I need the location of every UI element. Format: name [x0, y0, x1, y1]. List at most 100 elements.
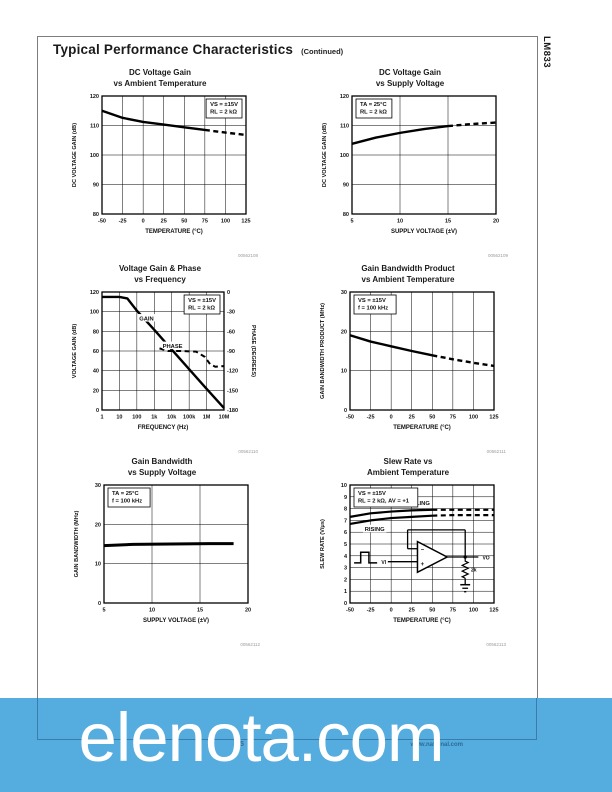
svg-text:120: 120	[90, 94, 99, 100]
svg-text:TA = 25°C: TA = 25°C	[112, 491, 139, 497]
svg-text:0: 0	[390, 608, 393, 614]
svg-text:40: 40	[93, 369, 99, 375]
svg-text:-50: -50	[346, 608, 354, 614]
svg-text:30: 30	[95, 483, 101, 489]
svg-text:90: 90	[93, 183, 99, 189]
chart-title-line2: vs Ambient Temperature	[113, 78, 207, 88]
svg-text:RL = 2 kΩ: RL = 2 kΩ	[360, 110, 387, 116]
svg-text:-90: -90	[227, 349, 235, 355]
footer-rule	[37, 739, 537, 740]
svg-text:125: 125	[489, 608, 498, 614]
chart-title: Voltage Gain & Phase vs Frequency	[60, 264, 260, 286]
svg-text:-180: -180	[227, 408, 238, 414]
svg-text:f = 100 kHz: f = 100 kHz	[112, 499, 142, 505]
svg-text:SLEW RATE (V/μs): SLEW RATE (V/μs)	[320, 519, 326, 569]
svg-text:9: 9	[344, 495, 347, 501]
svg-text:0: 0	[227, 290, 230, 296]
chart-title-line1: Gain Bandwidth Product	[361, 264, 455, 273]
svg-text:RL = 2 kΩ: RL = 2 kΩ	[210, 110, 237, 116]
chart-title-line2: vs Supply Voltage	[127, 467, 197, 477]
svg-text:RL = 2 kΩ: RL = 2 kΩ	[188, 306, 215, 312]
page-border-frame	[37, 36, 538, 700]
svg-text:VS = ±15V: VS = ±15V	[358, 298, 386, 304]
chart-title-line2: vs Supply Voltage	[375, 78, 445, 88]
svg-text:+: +	[421, 562, 425, 568]
svg-text:120: 120	[90, 290, 99, 296]
svg-text:1k: 1k	[151, 415, 158, 421]
footer-site-link: www.national.com	[410, 742, 463, 748]
svg-text:SUPPLY VOLTAGE (±V): SUPPLY VOLTAGE (±V)	[143, 618, 209, 624]
chart-dc-voltage-gain-vs-ambient-temperature: DC Voltage Gain vs Ambient Temperature -…	[60, 68, 260, 258]
svg-text:4: 4	[344, 554, 348, 560]
svg-text:1M: 1M	[203, 415, 211, 421]
svg-text:2: 2	[344, 577, 347, 583]
svg-text:-50: -50	[98, 219, 106, 225]
watermark-link[interactable]: elenota.com	[78, 699, 445, 776]
svg-text:100: 100	[132, 415, 141, 421]
svg-text:10: 10	[341, 483, 347, 489]
svg-text:75: 75	[202, 219, 208, 225]
svg-text:0: 0	[96, 408, 99, 414]
svg-text:110: 110	[340, 124, 349, 130]
svg-text:-50: -50	[346, 415, 354, 421]
chart-title: Gain Bandwidth Product vs Ambient Temper…	[308, 264, 508, 286]
svg-text:TEMPERATURE (°C): TEMPERATURE (°C)	[393, 425, 451, 431]
svg-text:5: 5	[344, 542, 347, 548]
svg-text:3: 3	[344, 566, 347, 572]
chart-plot: 5 10 15 20 80 90 100 110 120 SUPPLY VOLTAGE (±V) D…	[322, 94, 499, 235]
svg-text:25: 25	[409, 415, 415, 421]
svg-text:100: 100	[469, 415, 478, 421]
figure-code: 00562112	[240, 642, 260, 647]
chart-dc-voltage-gain-vs-supply-voltage: DC Voltage Gain vs Supply Voltage 5 10 15 2…	[310, 68, 510, 258]
svg-text:50: 50	[181, 219, 187, 225]
svg-text:RISING: RISING	[365, 527, 385, 533]
svg-text:VS = ±15V: VS = ±15V	[188, 298, 216, 304]
svg-text:100: 100	[340, 153, 349, 159]
svg-text:10k: 10k	[167, 415, 177, 421]
chart-title: Gain Bandwidth vs Supply Voltage	[62, 457, 262, 479]
svg-text:VO: VO	[482, 555, 489, 561]
svg-text:20: 20	[93, 388, 99, 394]
svg-text:−: −	[421, 548, 425, 554]
svg-text:30: 30	[341, 290, 347, 296]
svg-text:15: 15	[197, 608, 203, 614]
svg-text:10: 10	[149, 608, 155, 614]
svg-text:10: 10	[95, 562, 101, 568]
svg-text:RL = 2 kΩ, AV = +1: RL = 2 kΩ, AV = +1	[358, 499, 410, 505]
chart-title-line2: vs Ambient Temperature	[361, 274, 455, 284]
chart-title: Slew Rate vs Ambient Temperature	[308, 457, 508, 479]
svg-text:1: 1	[100, 415, 103, 421]
svg-text:-25: -25	[367, 608, 375, 614]
svg-text:GAIN BANDWIDTH (MHz): GAIN BANDWIDTH (MHz)	[74, 510, 80, 577]
watermark-banner: 5 www.national.com elenota.com	[0, 698, 612, 792]
svg-text:0: 0	[390, 415, 393, 421]
figure-code: 00562108	[237, 253, 258, 258]
svg-text:100: 100	[469, 608, 478, 614]
svg-text:6: 6	[344, 530, 347, 536]
svg-text:1: 1	[344, 589, 347, 595]
svg-text:2k: 2k	[471, 568, 477, 574]
svg-text:10: 10	[116, 415, 122, 421]
svg-text:TEMPERATURE (°C): TEMPERATURE (°C)	[145, 229, 203, 235]
svg-text:8: 8	[344, 507, 347, 513]
svg-text:10: 10	[341, 369, 347, 375]
svg-text:SUPPLY VOLTAGE (±V): SUPPLY VOLTAGE (±V)	[391, 229, 457, 235]
page-header: Typical Performance Characteristics (Cont…	[53, 41, 343, 59]
svg-text:f = 100 kHz: f = 100 kHz	[358, 306, 388, 312]
svg-text:80: 80	[93, 329, 99, 335]
svg-text:80: 80	[93, 212, 99, 218]
svg-text:-60: -60	[227, 329, 235, 335]
chart-gain-bandwidth-product-vs-ambient-temperature: Gain Bandwidth Product vs Ambient Temper…	[308, 264, 508, 454]
svg-text:5: 5	[102, 608, 105, 614]
svg-text:100: 100	[90, 153, 99, 159]
page-title: Typical Performance Characteristics	[53, 42, 294, 57]
svg-text:90: 90	[343, 183, 349, 189]
chart-title-line2: Ambient Temperature	[366, 467, 450, 477]
svg-text:10: 10	[397, 219, 403, 225]
svg-text:5: 5	[350, 219, 353, 225]
svg-text:25: 25	[409, 608, 415, 614]
svg-text:GAIN: GAIN	[139, 316, 154, 322]
chart-title-line1: Voltage Gain & Phase	[118, 264, 202, 273]
chart-plot: 5 10 15 20 0 10 20 30 SUPPLY VOLTAGE (±V) GAIN BA…	[74, 483, 251, 624]
